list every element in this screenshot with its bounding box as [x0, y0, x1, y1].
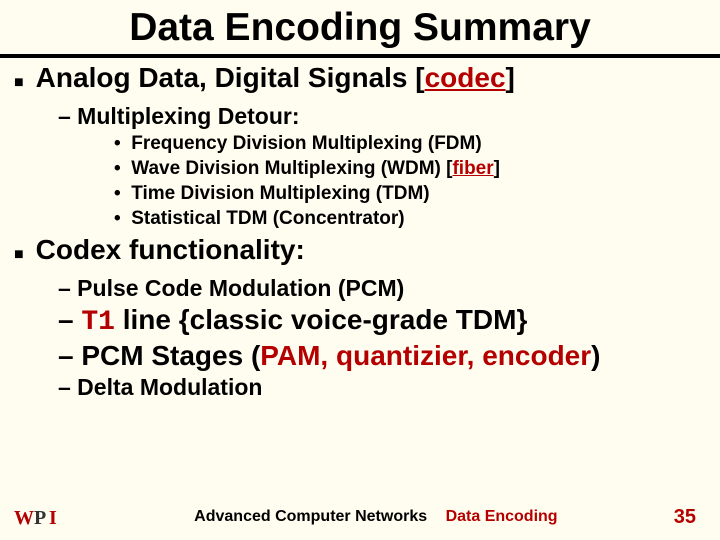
section-1-prefix: Analog Data, Digital Signals [ — [36, 62, 425, 93]
sub-t1-rest: line {classic voice-grade TDM} — [115, 304, 527, 335]
section-1-text: Analog Data, Digital Signals [codec] — [36, 62, 515, 94]
sub-pcm: – Pulse Code Modulation (PCM) — [58, 275, 706, 302]
bullet-fdm: • Frequency Division Multiplexing (FDM) — [114, 133, 706, 155]
svg-text:P: P — [34, 507, 46, 529]
svg-text:W: W — [14, 507, 34, 529]
bullet-stat-tdm: • Statistical TDM (Concentrator) — [114, 208, 706, 230]
section-1-sub: – Multiplexing Detour: — [58, 103, 706, 130]
footer: W P I Advanced Computer Networks Data En… — [0, 504, 720, 530]
section-2-heading: ■ Codex functionality: — [14, 234, 706, 273]
bullet-wdm: • Wave Division Multiplexing (WDM) [fibe… — [114, 158, 706, 180]
title-bar: Data Encoding Summary — [0, 0, 720, 58]
section-1-suffix: ] — [506, 62, 515, 93]
section-1-heading: ■ Analog Data, Digital Signals [codec] — [14, 62, 706, 101]
square-bullet-icon: ■ — [14, 65, 24, 101]
bullet-wdm-suffix: ] — [494, 158, 500, 179]
bullet-tdm-text: Time Division Multiplexing (TDM) — [131, 183, 429, 204]
bullet-stat-tdm-text: Statistical TDM (Concentrator) — [131, 208, 404, 229]
sub-pcm-stages-suffix: ) — [591, 340, 600, 371]
codec-link[interactable]: codec — [425, 62, 506, 93]
pcm-parts: PAM, quantizier, encoder — [260, 340, 591, 371]
page-number: 35 — [674, 506, 696, 529]
bullet-tdm: • Time Division Multiplexing (TDM) — [114, 183, 706, 205]
fiber-link[interactable]: fiber — [452, 158, 493, 179]
sub-t1: – T1 line {classic voice-grade TDM} — [58, 304, 706, 338]
sub-t1-dash: – — [58, 304, 81, 335]
bullet-wdm-prefix: Wave Division Multiplexing (WDM) [ — [131, 158, 452, 179]
slide-body: ■ Analog Data, Digital Signals [codec] –… — [0, 58, 720, 401]
slide-title: Data Encoding Summary — [0, 6, 720, 50]
sub-pcm-stages-prefix: – PCM Stages ( — [58, 340, 260, 371]
footer-text: Advanced Computer Networks Data Encoding — [78, 508, 674, 526]
t1-label: T1 — [81, 307, 115, 338]
bullet-fdm-text: Frequency Division Multiplexing (FDM) — [131, 133, 481, 154]
section-2-text: Codex functionality: — [36, 234, 305, 266]
svg-text:I: I — [49, 507, 57, 529]
wpi-logo-icon: W P I — [14, 504, 70, 530]
sub-pcm-stages: – PCM Stages (PAM, quantizier, encoder) — [58, 340, 706, 372]
square-bullet-icon: ■ — [14, 237, 24, 273]
footer-topic: Data Encoding — [446, 508, 558, 525]
footer-course: Advanced Computer Networks — [194, 508, 427, 525]
sub-delta: – Delta Modulation — [58, 374, 706, 401]
